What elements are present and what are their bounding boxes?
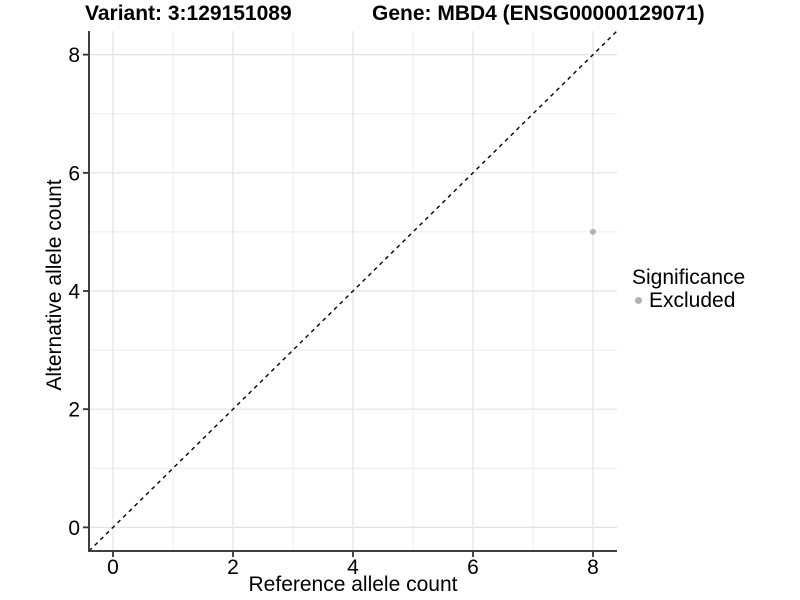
legend: Significance Excluded (630, 266, 745, 312)
legend-item-label: Excluded (649, 289, 736, 312)
legend-item-excluded: Excluded (630, 289, 745, 312)
legend-title: Significance (632, 266, 746, 289)
y-tick-label: 8 (68, 44, 80, 67)
x-tick-label: 4 (347, 556, 359, 579)
x-axis-label: Reference allele count (248, 573, 458, 596)
plot-title-gene: Gene: MBD4 (ENSG00000129071) (372, 2, 705, 25)
x-tick-label: 2 (227, 556, 239, 579)
y-tick-label: 4 (68, 281, 80, 304)
x-tick-label: 8 (587, 556, 599, 579)
legend-marker-icon (635, 297, 642, 304)
x-tick-label: 0 (107, 556, 119, 579)
plot-title-variant: Variant: 3:129151089 (85, 2, 292, 25)
identity-reference-line (88, 30, 618, 552)
data-point-excluded (590, 228, 596, 235)
y-tick-label: 6 (68, 162, 80, 185)
y-tick-label: 2 (68, 399, 80, 422)
y-axis-label: Alternative allele count (43, 179, 66, 391)
y-tick-label: 0 (68, 517, 80, 540)
x-tick-label: 6 (467, 556, 479, 579)
